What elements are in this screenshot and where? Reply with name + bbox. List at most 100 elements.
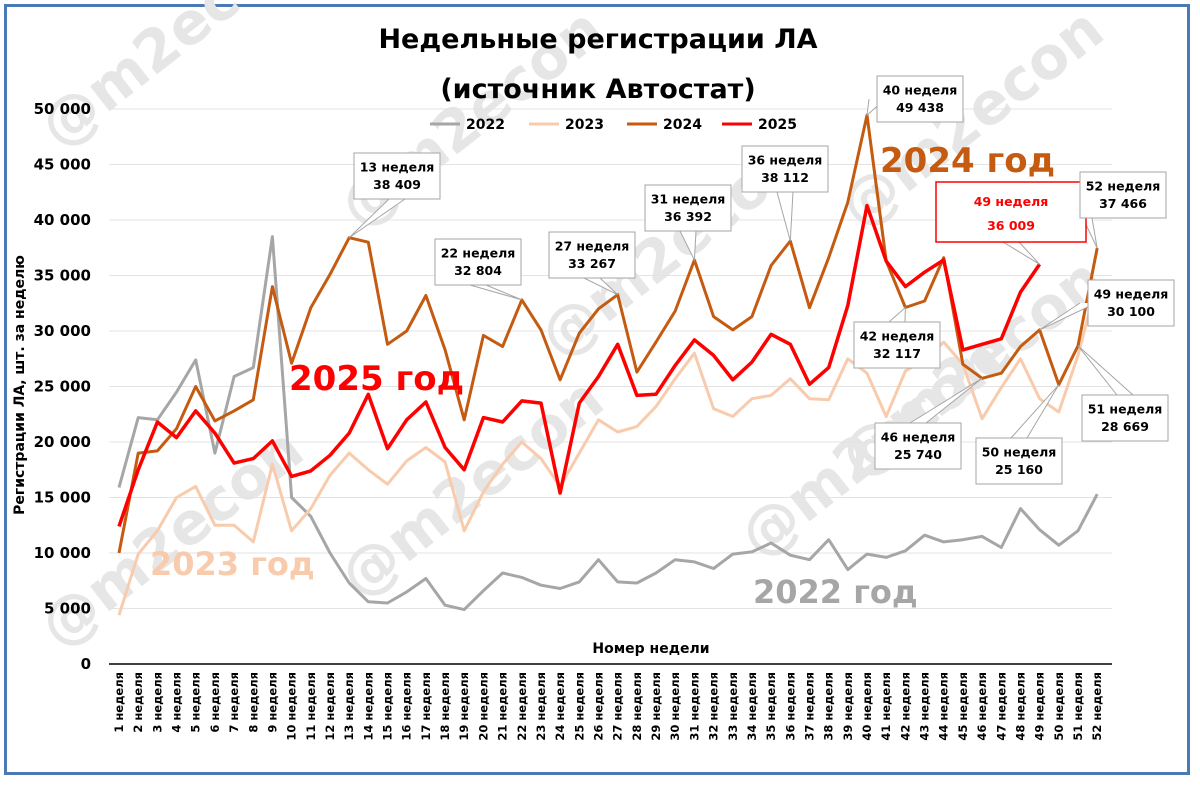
callout-label: 42 неделя — [860, 329, 935, 344]
callout-label: 38 112 — [761, 170, 809, 185]
callout-label: 37 466 — [1099, 196, 1147, 211]
x-tick-label: 4 неделя — [170, 672, 184, 733]
x-tick-label: 28 неделя — [630, 672, 644, 741]
chart-subtitle: (источник Автостат) — [440, 74, 755, 105]
y-tick-label: 15 000 — [34, 489, 91, 507]
callout-label: 25 160 — [995, 462, 1043, 477]
x-tick-label: 35 неделя — [764, 672, 778, 741]
callout-leader — [348, 198, 406, 239]
watermark-text: @m2econ — [27, 0, 316, 161]
gridlines — [109, 108, 1112, 665]
callout-label: 36 392 — [664, 209, 712, 224]
x-tick-label: 43 неделя — [918, 672, 932, 741]
callout-label: 49 неделя — [1094, 287, 1169, 302]
legend: 2022 2023 2024 2025 — [430, 117, 797, 133]
x-tick-label: 18 неделя — [438, 672, 452, 741]
callout-label: 49 438 — [896, 100, 944, 115]
callout-box — [1087, 279, 1175, 327]
callout-label: 27 неделя — [555, 239, 630, 254]
x-tick-label: 19 неделя — [457, 672, 471, 741]
x-tick-label: 5 неделя — [189, 672, 203, 733]
callout-leader — [1010, 384, 1060, 439]
callout-label: 32 804 — [454, 263, 502, 278]
chart-title: Недельные регистрации ЛА — [378, 24, 817, 55]
watermark-text: @m2econ — [27, 414, 316, 661]
x-tick-label: 33 неделя — [726, 672, 740, 741]
series-line-2022 — [117, 235, 1099, 612]
callout-box — [1081, 394, 1169, 442]
y-tick-label: 30 000 — [34, 322, 91, 340]
y-axis-label: Регистрации ЛА, шт. за неделю — [12, 255, 28, 515]
x-tick-label: 37 неделя — [802, 672, 816, 741]
y-tick-label: 45 000 — [34, 156, 91, 174]
x-tick-label: 12 неделя — [323, 672, 337, 741]
callout-label: 38 409 — [373, 177, 421, 192]
x-tick-label: 51 неделя — [1071, 672, 1085, 741]
x-tick-label: 34 неделя — [745, 672, 759, 741]
callout-label: 40 неделя — [883, 83, 958, 98]
legend-item: 2023 — [565, 117, 604, 133]
x-tick-label: 42 неделя — [898, 672, 912, 741]
x-tick-label: 24 неделя — [553, 672, 567, 741]
x-tick-label: 14 неделя — [361, 672, 375, 741]
x-tick-label: 23 неделя — [534, 672, 548, 741]
y-tick-label: 10 000 — [34, 544, 91, 562]
callout-label: 49 неделя — [974, 194, 1049, 209]
callout-leader — [469, 284, 522, 301]
x-tick-label: 48 неделя — [1013, 672, 1027, 741]
x-tick-label: 17 неделя — [419, 672, 433, 741]
x-tick-label: 1 неделя — [112, 672, 126, 733]
callout-box — [548, 231, 636, 279]
callout-box — [876, 75, 964, 123]
y-tick-label: 20 000 — [34, 433, 91, 451]
x-tick-label: 9 неделя — [265, 672, 279, 733]
legend-item: 2025 — [758, 117, 797, 133]
callout-leader — [1039, 302, 1097, 331]
x-tick-label: 52 неделя — [1090, 672, 1104, 741]
callout-label: 36 неделя — [748, 153, 823, 168]
y-tick-label: 35 000 — [34, 267, 91, 285]
callout-label: 13 неделя — [360, 160, 435, 175]
x-tick-label: 6 неделя — [208, 672, 222, 733]
callout-leader — [776, 191, 794, 242]
callout-leader — [1077, 345, 1134, 396]
callout-box — [353, 152, 441, 200]
year-label: 2023 год — [150, 545, 315, 583]
callout-box — [935, 181, 1087, 243]
x-tick-label: 26 неделя — [592, 672, 606, 741]
y-tick-label: 25 000 — [34, 378, 91, 396]
x-tick-label: 20 неделя — [476, 672, 490, 741]
x-tick-label: 2 неделя — [131, 672, 145, 733]
y-tick-label: 40 000 — [34, 211, 91, 229]
callout-label: 46 неделя — [881, 430, 956, 445]
callout-leader — [583, 277, 619, 296]
x-tick-label: 27 неделя — [611, 672, 625, 741]
y-tick-label: 5 000 — [44, 600, 91, 618]
x-tick-label: 15 неделя — [381, 672, 395, 741]
series-line-2025 — [117, 203, 1042, 527]
x-tick-label: 50 неделя — [1052, 672, 1066, 741]
y-tick-label: 50 000 — [34, 100, 91, 118]
callout-label: 31 неделя — [651, 192, 726, 207]
callout-label: 28 669 — [1101, 419, 1149, 434]
x-tick-label: 44 неделя — [937, 672, 951, 741]
year-label: 2025 год — [289, 359, 464, 399]
series-lines — [117, 113, 1099, 616]
x-tick-label: 21 неделя — [496, 672, 510, 741]
x-tick-label: 49 неделя — [1033, 672, 1047, 741]
series-line-2024 — [117, 113, 1099, 554]
callout-leader — [909, 377, 983, 424]
callout-box — [975, 437, 1063, 485]
callout-label: 33 267 — [568, 256, 616, 271]
x-tick-label: 40 неделя — [860, 672, 874, 741]
x-axis-ticks: 1 неделя 2 неделя 3 неделя 4 неделя 5 неделя… — [112, 672, 1104, 741]
y-tick-label: 0 — [81, 655, 91, 673]
callout-label: 52 неделя — [1086, 179, 1161, 194]
callout-leader — [679, 230, 697, 262]
callout-box — [874, 422, 962, 470]
year-label: 2024 год — [880, 141, 1055, 181]
callout-label: 36 009 — [987, 218, 1035, 233]
x-tick-label: 31 неделя — [687, 672, 701, 741]
x-tick-label: 13 неделя — [342, 672, 356, 741]
